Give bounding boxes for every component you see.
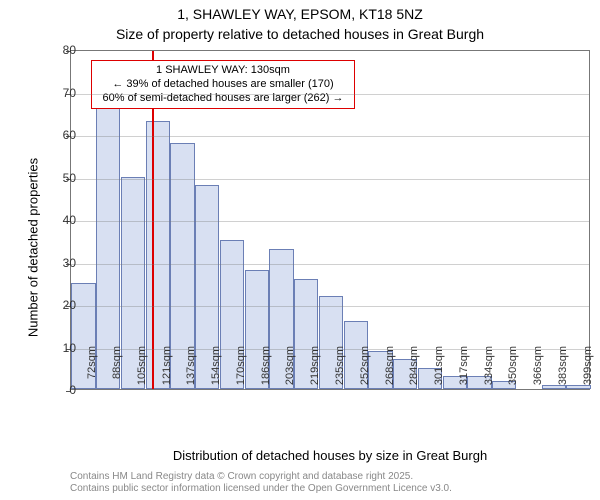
- gridline: [71, 306, 589, 307]
- x-tick-label: 268sqm: [384, 346, 396, 396]
- attribution-line2: Contains public sector information licen…: [70, 483, 590, 495]
- x-tick-label: 301sqm: [433, 346, 445, 396]
- x-tick-label: 284sqm: [408, 346, 420, 396]
- x-tick-label: 170sqm: [235, 346, 247, 396]
- x-tick-label: 121sqm: [161, 346, 173, 396]
- y-tick-label: 80: [36, 43, 76, 57]
- x-tick-label: 235sqm: [334, 346, 346, 396]
- y-tick-label: 60: [36, 128, 76, 142]
- chart-title-line2: Size of property relative to detached ho…: [0, 26, 600, 42]
- y-tick-label: 30: [36, 256, 76, 270]
- y-tick-label: 70: [36, 86, 76, 100]
- y-tick-label: 40: [36, 213, 76, 227]
- x-tick-label: 219sqm: [309, 346, 321, 396]
- x-tick-label: 154sqm: [210, 346, 222, 396]
- x-tick-label: 366sqm: [532, 346, 544, 396]
- x-tick-label: 105sqm: [136, 346, 148, 396]
- x-tick-label: 350sqm: [507, 346, 519, 396]
- x-tick-label: 383sqm: [557, 346, 569, 396]
- gridline: [71, 264, 589, 265]
- chart-container: { "chart": { "type": "histogram", "title…: [0, 0, 600, 500]
- attribution-line1: Contains HM Land Registry data © Crown c…: [70, 471, 590, 483]
- annotation-line2: ← 39% of detached houses are smaller (17…: [98, 78, 348, 92]
- y-tick-label: 0: [36, 383, 76, 397]
- y-tick-label: 20: [36, 298, 76, 312]
- y-tick-label: 50: [36, 171, 76, 185]
- x-tick-label: 72sqm: [86, 346, 98, 396]
- x-tick-label: 399sqm: [582, 346, 594, 396]
- x-tick-label: 88sqm: [111, 346, 123, 396]
- x-axis-label: Distribution of detached houses by size …: [70, 448, 590, 463]
- gridline: [71, 221, 589, 222]
- x-tick-label: 317sqm: [458, 346, 470, 396]
- gridline: [71, 136, 589, 137]
- x-tick-label: 186sqm: [260, 346, 272, 396]
- attribution-text: Contains HM Land Registry data © Crown c…: [70, 471, 590, 495]
- x-tick-label: 252sqm: [359, 346, 371, 396]
- gridline: [71, 179, 589, 180]
- annotation-box: 1 SHAWLEY WAY: 130sqm ← 39% of detached …: [91, 60, 355, 109]
- y-tick-label: 10: [36, 341, 76, 355]
- x-tick-label: 334sqm: [483, 346, 495, 396]
- plot-area: 1 SHAWLEY WAY: 130sqm ← 39% of detached …: [70, 50, 590, 390]
- x-tick-label: 203sqm: [284, 346, 296, 396]
- annotation-line1: 1 SHAWLEY WAY: 130sqm: [98, 64, 348, 78]
- x-tick-label: 137sqm: [185, 346, 197, 396]
- y-axis-label: Number of detached properties: [26, 73, 41, 423]
- gridline: [71, 94, 589, 95]
- chart-title-line1: 1, SHAWLEY WAY, EPSOM, KT18 5NZ: [0, 6, 600, 22]
